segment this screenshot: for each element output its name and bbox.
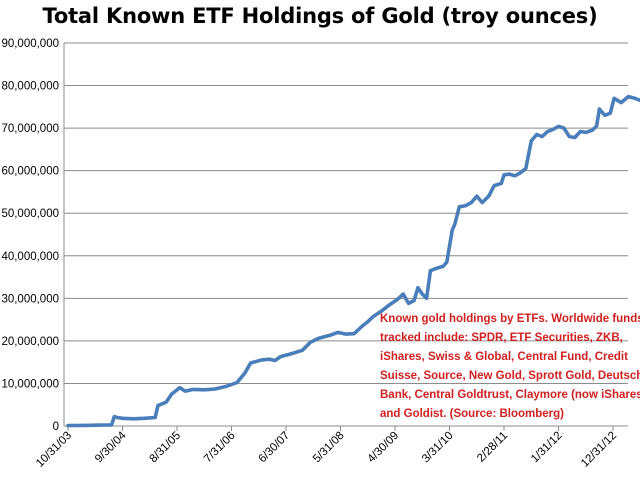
y-tick-label: 20,000,000 bbox=[1, 336, 59, 348]
x-tick-label: 3/31/10 bbox=[420, 430, 456, 466]
series-line bbox=[66, 94, 640, 428]
x-tick-label: 12/31/12 bbox=[579, 430, 619, 470]
y-tick-label: 0 bbox=[53, 421, 59, 433]
x-tick-label: 5/31/08 bbox=[311, 430, 347, 466]
annotation-line: Known gold holdings by ETFs. Worldwide f… bbox=[380, 313, 640, 325]
annotation-line: and Goldist. (Source: Bloomberg) bbox=[380, 408, 564, 420]
x-tick-label: 6/30/07 bbox=[257, 430, 293, 466]
annotation-line: Suisse, Source, New Gold, Sprott Gold, D… bbox=[380, 370, 640, 382]
axes bbox=[63, 43, 628, 431]
annotation-line: Bank, Central Goldtrust, Claymore (now i… bbox=[380, 389, 640, 401]
chart-title: Total Known ETF Holdings of Gold (troy o… bbox=[42, 4, 598, 28]
y-tick-label: 10,000,000 bbox=[1, 378, 59, 390]
annotation: Known gold holdings by ETFs. Worldwide f… bbox=[380, 313, 640, 420]
series-layer bbox=[66, 94, 640, 428]
y-tick-label: 50,000,000 bbox=[1, 208, 59, 220]
y-tick-label: 80,000,000 bbox=[1, 81, 59, 93]
annotation-line: iShares, Swiss & Global, Central Fund, C… bbox=[380, 351, 628, 363]
grid-lines bbox=[64, 42, 628, 384]
x-tick-label: 8/31/05 bbox=[148, 430, 184, 466]
x-tick-label: 2/28/11 bbox=[475, 430, 510, 465]
annotation-line: tracked include: SPDR, ETF Securities, Z… bbox=[380, 332, 623, 344]
y-tick-label: 90,000,000 bbox=[1, 38, 59, 50]
y-tick-label: 30,000,000 bbox=[1, 293, 59, 305]
y-tick-label: 60,000,000 bbox=[1, 166, 59, 178]
x-axis-tick-labels: 10/31/03 9/30/04 8/31/05 7/31/06 6/30/07 5/31… bbox=[34, 429, 619, 470]
y-tick-label: 40,000,000 bbox=[1, 251, 59, 263]
x-tick-label: 7/31/06 bbox=[202, 430, 238, 466]
x-tick-label: 9/30/04 bbox=[93, 429, 129, 465]
x-tick-label: 4/30/09 bbox=[366, 430, 402, 466]
y-axis-tick-labels: 0 10,000,000 20,000,000 30,000,000 40,000,00… bbox=[1, 38, 59, 433]
x-tick-label: 10/31/03 bbox=[34, 430, 74, 470]
y-tick-label: 70,000,000 bbox=[1, 123, 59, 135]
x-tick-label: 1/31/12 bbox=[529, 430, 565, 466]
